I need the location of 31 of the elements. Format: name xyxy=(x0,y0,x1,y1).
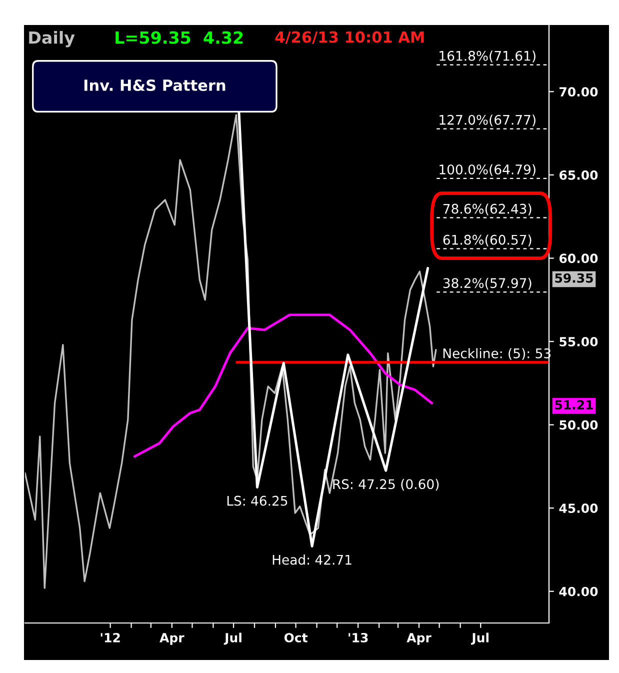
x-tick-label: Jul xyxy=(471,632,488,645)
line-series xyxy=(133,314,434,458)
annotation: Inv. H&S Pattern xyxy=(84,79,226,92)
annotation: Head: 42.71 xyxy=(272,554,352,565)
y-tick-label: 50.00 xyxy=(560,420,598,430)
y-tick-label: 55.00 xyxy=(560,336,598,346)
x-tick-label: Oct xyxy=(284,632,308,642)
x-tick-label: Apr xyxy=(406,633,432,645)
annotation: 61.8%(60.57) xyxy=(443,234,532,246)
y-tick-label: 40.00 xyxy=(559,586,598,596)
annotation: 161.8%(71.61) xyxy=(440,50,536,62)
annotation: LS: 46.25 xyxy=(227,496,288,506)
y-tick-label: 45.00 xyxy=(559,504,598,513)
annotation: 100.0%(64.79) xyxy=(440,164,536,176)
annotation: 4/26/13 10:01 AM xyxy=(275,31,424,44)
x-tick-label: '13 xyxy=(348,632,368,642)
x-tick-label: Jul xyxy=(224,632,242,645)
annotation: 78.6%(62.43) xyxy=(443,204,532,216)
chart-subtitle: L=59.35 4.32 xyxy=(116,31,243,44)
x-tick-label: '12 xyxy=(100,632,120,642)
annotation: 127.0%(67.77) xyxy=(440,114,536,126)
text: 51.21 xyxy=(555,400,593,410)
annotation: 38.2%(57.97) xyxy=(443,278,532,290)
chart-title: Daily xyxy=(29,30,75,48)
y-tick-label: 60.00 xyxy=(560,254,598,264)
annotation: RS: 47.25 (0.60) xyxy=(333,478,439,491)
line-series xyxy=(25,114,437,589)
text: 59.35 xyxy=(555,273,593,283)
y-tick-label: 70.00 xyxy=(560,87,598,97)
x-tick-label: Apr xyxy=(160,633,184,645)
y-tick-label: 65.00 xyxy=(560,170,598,180)
